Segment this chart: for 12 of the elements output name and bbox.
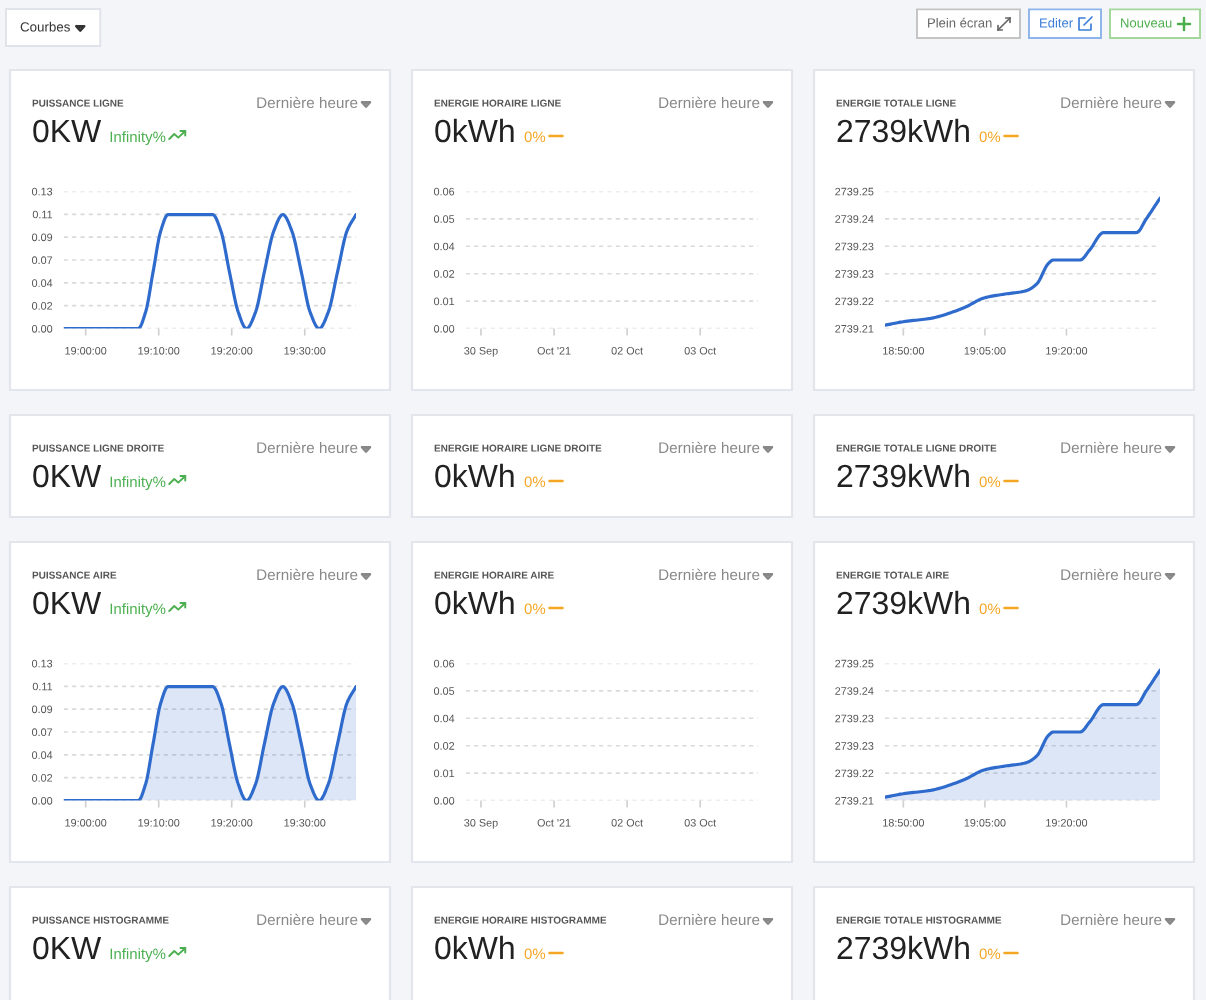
chart-subtitle: 0KW (33, 119, 102, 143)
text: 0kWh (435, 463, 514, 488)
chart-subtitle: 0kWh (435, 118, 514, 143)
text: 0KW (33, 464, 102, 488)
text: 0KW (33, 936, 102, 960)
text: 0kWh (435, 935, 514, 960)
chart-subtitle: 2739kWh (837, 118, 969, 143)
chart-subtitle: 2739kWh (837, 590, 969, 615)
chart-subtitle: 0KW (33, 591, 102, 615)
text: 2739kWh (837, 463, 969, 488)
text: 2739kWh (837, 935, 969, 960)
chart-subtitle: 0kWh (435, 590, 514, 615)
